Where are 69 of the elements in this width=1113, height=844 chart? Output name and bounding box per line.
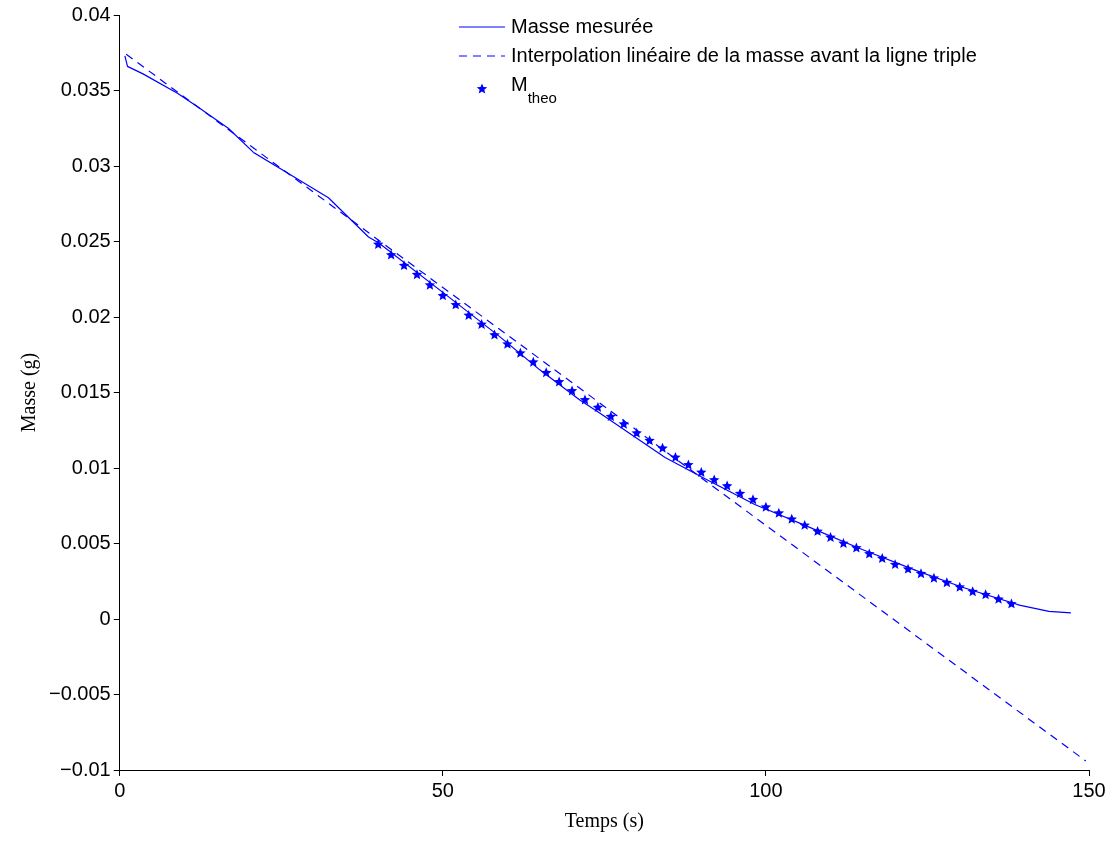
y-tick-label: 0.01 xyxy=(71,455,111,478)
point xyxy=(708,474,720,485)
point xyxy=(721,480,733,491)
point xyxy=(851,542,862,553)
y-tick-label: 0.025 xyxy=(60,229,111,252)
point xyxy=(915,568,927,579)
point xyxy=(683,459,694,470)
point xyxy=(747,494,759,505)
point xyxy=(463,309,474,320)
y-tick-label: 0.02 xyxy=(71,304,111,327)
point xyxy=(424,279,436,290)
point xyxy=(631,427,642,438)
point xyxy=(670,451,681,462)
point xyxy=(579,394,591,405)
point xyxy=(876,553,888,564)
point xyxy=(838,538,849,548)
point xyxy=(773,507,785,518)
x-tick-label: 0 xyxy=(114,778,126,801)
y-tick-label: −0.005 xyxy=(48,682,111,705)
y-tick-label: 0.015 xyxy=(60,380,111,403)
point xyxy=(502,338,513,349)
point xyxy=(1006,598,1017,609)
point xyxy=(372,239,384,249)
point xyxy=(515,347,526,358)
point xyxy=(799,519,810,530)
point xyxy=(605,411,617,422)
point xyxy=(967,586,978,597)
legend-label: Masse mesurée xyxy=(510,14,654,37)
point xyxy=(528,356,539,367)
y-tick-label: 0.035 xyxy=(60,78,111,101)
y-tick-label: 0.03 xyxy=(71,153,111,176)
point xyxy=(889,559,901,570)
point xyxy=(786,513,797,524)
point xyxy=(734,488,746,499)
point xyxy=(696,467,707,477)
x-tick-label: 150 xyxy=(1072,778,1106,801)
x-tick-label: 50 xyxy=(431,778,454,801)
y-tick-label: 0.005 xyxy=(60,531,111,554)
point xyxy=(592,402,604,413)
point xyxy=(928,572,940,583)
point xyxy=(476,319,487,329)
y-tick-label: 0.04 xyxy=(71,2,111,25)
point xyxy=(954,581,965,592)
point xyxy=(618,418,629,429)
point xyxy=(385,249,397,260)
legend-label: Interpolation linéaire de la masse avant la ligne triple xyxy=(510,43,977,66)
y-tick-label: 0 xyxy=(99,606,111,629)
point xyxy=(825,531,836,542)
point xyxy=(437,290,449,301)
point xyxy=(398,260,410,271)
point xyxy=(644,435,655,446)
point xyxy=(993,593,1004,604)
point xyxy=(553,376,565,387)
point xyxy=(657,442,668,453)
point xyxy=(760,501,772,512)
point xyxy=(489,329,500,340)
point xyxy=(864,548,875,559)
y-axis-title: Masse (g) xyxy=(17,352,41,433)
point xyxy=(411,269,423,280)
point xyxy=(980,589,991,600)
point xyxy=(812,525,823,536)
x-axis-title: Temps (s) xyxy=(564,809,644,833)
x-tick-label: 100 xyxy=(749,778,783,801)
point xyxy=(566,385,578,396)
y-tick-label: −0.01 xyxy=(60,757,111,780)
point xyxy=(540,367,552,378)
point xyxy=(902,563,914,574)
point xyxy=(450,299,461,310)
point xyxy=(941,577,953,588)
